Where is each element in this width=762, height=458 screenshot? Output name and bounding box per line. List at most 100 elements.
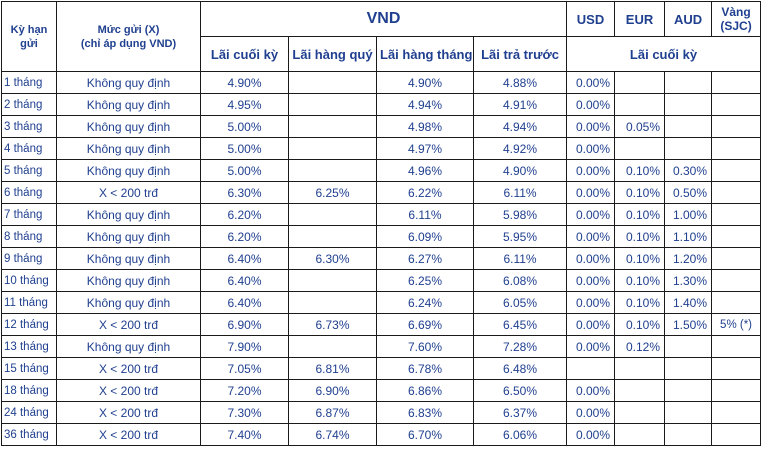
- cell-term: 11 tháng: [1, 291, 57, 314]
- cell-amount: Không quy định: [56, 335, 201, 358]
- table-row: 11 tháng Không quy định 6.40% 6.24% 6.05% 0.0…: [1, 291, 762, 314]
- cell-aud: [664, 401, 713, 424]
- cell-amount: Không quy định: [56, 93, 201, 116]
- cell-gold: [711, 115, 762, 138]
- cell-aud: 0.30%: [664, 159, 713, 182]
- cell-amount: X < 200 trđ: [56, 181, 201, 204]
- cell-vnd-end: 7.30%: [200, 401, 289, 424]
- table-row: 6 tháng X < 200 trđ 6.30% 6.25% 6.22% 6.11% 0.…: [1, 181, 762, 204]
- header-vnd-end: Lãi cuối kỳ: [200, 36, 289, 72]
- cell-gold: [711, 357, 762, 380]
- cell-term: 4 tháng: [1, 137, 57, 160]
- cell-usd: 0.00%: [566, 181, 616, 204]
- cell-eur: [614, 401, 666, 424]
- cell-aud: [664, 357, 713, 380]
- cell-vnd-prepaid: 6.08%: [472, 269, 568, 292]
- header-gold-line1: Vàng: [721, 5, 751, 19]
- cell-amount: Không quy định: [56, 291, 201, 314]
- cell-usd: 0.00%: [566, 423, 616, 446]
- cell-vnd-prepaid: 6.06%: [472, 423, 568, 446]
- cell-vnd-quarterly: [288, 93, 377, 116]
- cell-eur: 0.10%: [614, 225, 666, 248]
- cell-vnd-prepaid: 6.11%: [472, 247, 568, 270]
- cell-vnd-monthly: 7.60%: [376, 335, 474, 358]
- cell-amount: Không quy định: [56, 115, 201, 138]
- cell-gold: [711, 203, 762, 226]
- cell-gold: [711, 137, 762, 160]
- cell-vnd-prepaid: 7.28%: [472, 335, 568, 358]
- cell-usd: 0.00%: [566, 225, 616, 248]
- cell-gold: [711, 291, 762, 314]
- cell-vnd-prepaid: 4.88%: [472, 71, 568, 94]
- cell-eur: 0.10%: [614, 291, 666, 314]
- cell-vnd-prepaid: 6.37%: [472, 401, 568, 424]
- header-gold-line2: (SJC): [720, 19, 752, 33]
- cell-vnd-quarterly: 6.74%: [288, 423, 377, 446]
- cell-vnd-end: 7.40%: [200, 423, 289, 446]
- header-vnd-monthly: Lãi hàng tháng: [376, 36, 474, 72]
- cell-gold: [711, 401, 762, 424]
- cell-vnd-end: 4.90%: [200, 71, 289, 94]
- cell-aud: 1.50%: [664, 313, 713, 336]
- cell-vnd-quarterly: 6.73%: [288, 313, 377, 336]
- cell-usd: 0.00%: [566, 115, 616, 138]
- cell-amount: Không quy định: [56, 247, 201, 270]
- cell-vnd-monthly: 6.11%: [376, 203, 474, 226]
- cell-eur: 0.10%: [614, 247, 666, 270]
- cell-term: 7 tháng: [1, 203, 57, 226]
- header-usd: USD: [566, 1, 616, 37]
- cell-aud: 1.20%: [664, 247, 713, 270]
- cell-vnd-quarterly: [288, 203, 377, 226]
- cell-vnd-quarterly: [288, 159, 377, 182]
- cell-vnd-monthly: 6.24%: [376, 291, 474, 314]
- cell-usd: 0.00%: [566, 313, 616, 336]
- cell-vnd-prepaid: 4.92%: [472, 137, 568, 160]
- cell-term: 13 tháng: [1, 335, 57, 358]
- cell-amount: Không quy định: [56, 159, 201, 182]
- cell-aud: [664, 137, 713, 160]
- table-row: 7 tháng Không quy định 6.20% 6.11% 5.98% 0.00…: [1, 203, 762, 226]
- cell-vnd-end: 5.00%: [200, 159, 289, 182]
- header-amount: Mức gửi (X) (chỉ áp dụng VND): [56, 1, 201, 72]
- cell-vnd-end: 6.30%: [200, 181, 289, 204]
- cell-amount: X < 200 trđ: [56, 423, 201, 446]
- cell-vnd-end: 5.00%: [200, 137, 289, 160]
- header-term: Kỳ hạn gửi: [1, 1, 57, 72]
- cell-gold: 5% (*): [711, 313, 762, 336]
- cell-vnd-prepaid: 6.48%: [472, 357, 568, 380]
- cell-usd: 0.00%: [566, 335, 616, 358]
- cell-gold: [711, 159, 762, 182]
- cell-term: 36 tháng: [1, 423, 57, 446]
- cell-aud: 1.10%: [664, 225, 713, 248]
- cell-term: 6 tháng: [1, 181, 57, 204]
- table-row: 12 tháng X < 200 trđ 6.90% 6.73% 6.69% 6.45% 0…: [1, 313, 762, 336]
- table-row: 2 tháng Không quy định 4.95% 4.94% 4.91% 0.00…: [1, 93, 762, 116]
- cell-usd: 0.00%: [566, 401, 616, 424]
- cell-aud: [664, 71, 713, 94]
- table-row: 3 tháng Không quy định 5.00% 4.98% 4.94% 0.00…: [1, 115, 762, 138]
- cell-vnd-prepaid: 4.90%: [472, 159, 568, 182]
- cell-vnd-quarterly: [288, 137, 377, 160]
- cell-amount: X < 200 trđ: [56, 401, 201, 424]
- cell-aud: [664, 115, 713, 138]
- cell-vnd-monthly: 6.22%: [376, 181, 474, 204]
- cell-vnd-end: 7.90%: [200, 335, 289, 358]
- cell-aud: 1.40%: [664, 291, 713, 314]
- cell-eur: 0.10%: [614, 269, 666, 292]
- cell-vnd-prepaid: 6.11%: [472, 181, 568, 204]
- table-row: 4 tháng Không quy định 5.00% 4.97% 4.92% 0.00…: [1, 137, 762, 160]
- header-vnd-prepaid: Lãi trả trước: [472, 36, 568, 72]
- cell-eur: [614, 357, 666, 380]
- cell-term: 2 tháng: [1, 93, 57, 116]
- cell-eur: 0.10%: [614, 181, 666, 204]
- cell-vnd-quarterly: 6.81%: [288, 357, 377, 380]
- header-foreign-end: Lãi cuối kỳ: [566, 36, 762, 72]
- header-vnd: VND: [199, 1, 568, 37]
- cell-vnd-monthly: 6.78%: [376, 357, 474, 380]
- cell-vnd-quarterly: [288, 335, 377, 358]
- cell-amount: X < 200 trđ: [56, 313, 201, 336]
- table-row: 8 tháng Không quy định 6.20% 6.09% 5.95% 0.00…: [1, 225, 762, 248]
- cell-vnd-monthly: 4.94%: [376, 93, 474, 116]
- cell-vnd-end: 7.20%: [200, 379, 289, 402]
- cell-vnd-monthly: 6.86%: [376, 379, 474, 402]
